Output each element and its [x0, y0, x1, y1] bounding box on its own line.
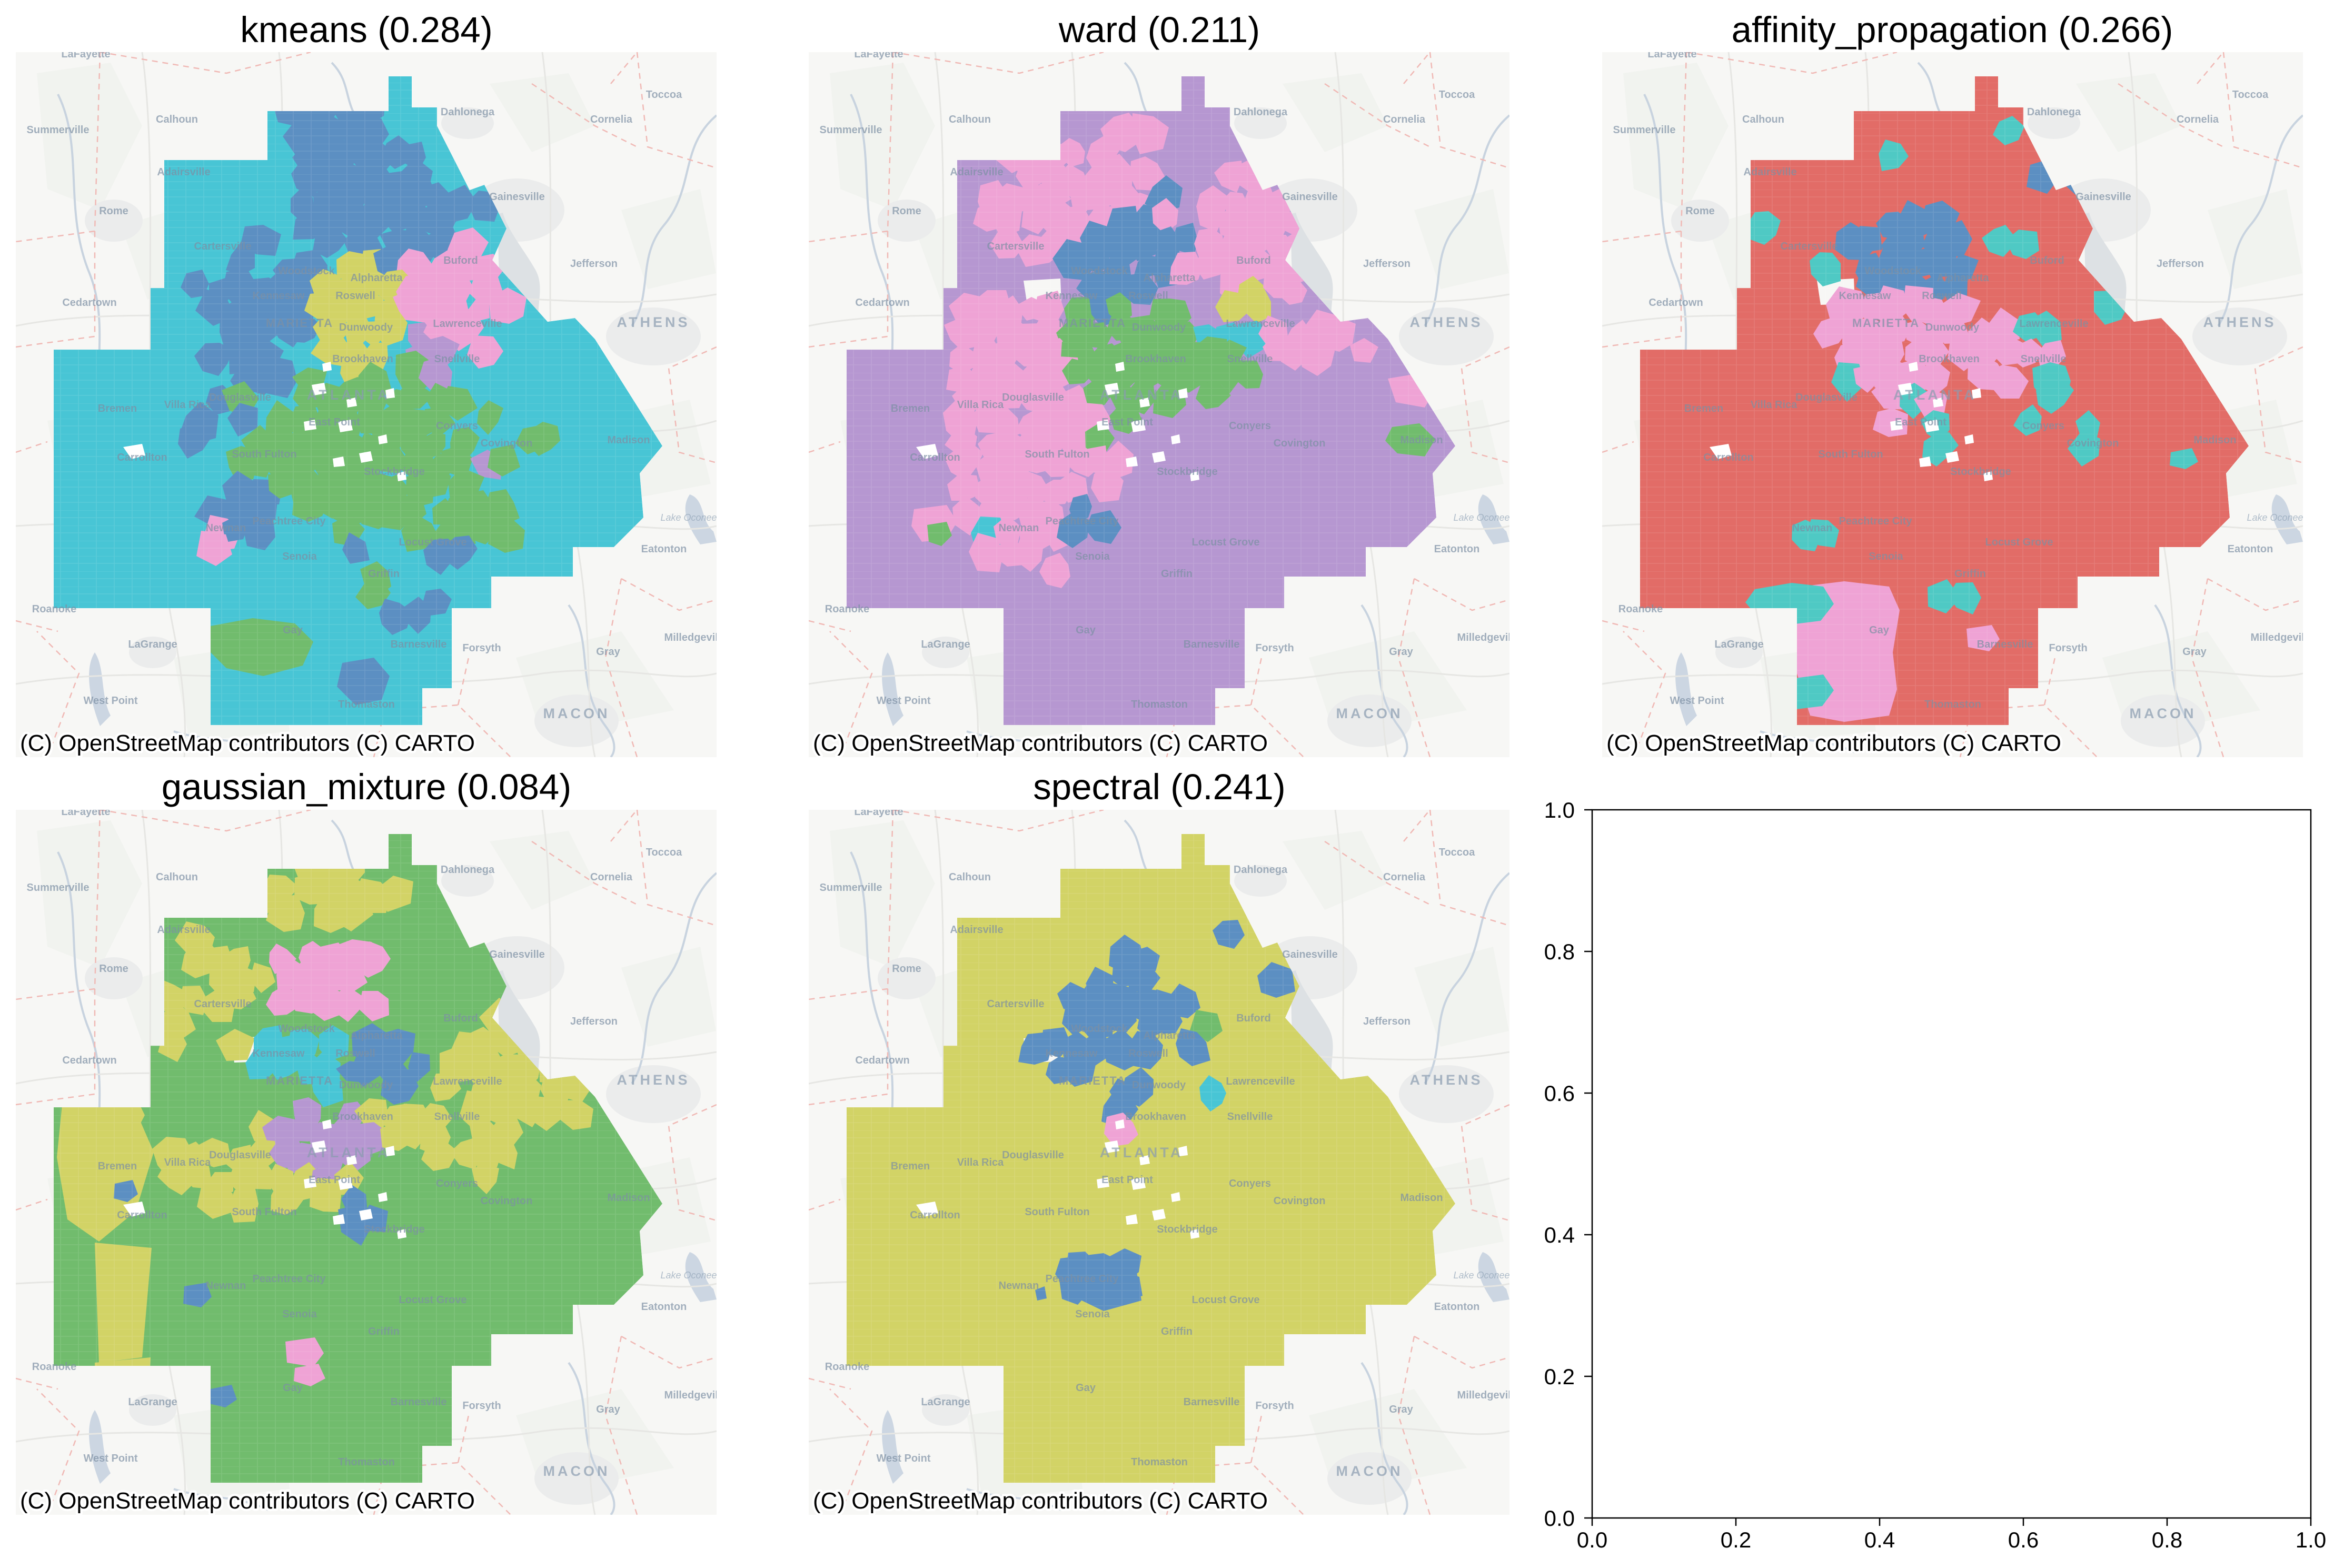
svg-text:0.2: 0.2 [1721, 1527, 1751, 1552]
svg-text:0.2: 0.2 [1544, 1364, 1575, 1389]
svg-text:0.4: 0.4 [1544, 1223, 1575, 1247]
svg-text:(C) OpenStreetMap contributors: (C) OpenStreetMap contributors (C) CARTO [813, 1488, 1268, 1514]
svg-text:(C) OpenStreetMap contributors: (C) OpenStreetMap contributors (C) CARTO [20, 730, 475, 756]
svg-text:0.0: 0.0 [1577, 1527, 1607, 1552]
svg-text:0.0: 0.0 [1544, 1506, 1575, 1531]
svg-text:0.4: 0.4 [1864, 1527, 1895, 1552]
svg-text:(C) OpenStreetMap contributors: (C) OpenStreetMap contributors (C) CARTO [1606, 730, 2061, 756]
svg-text:0.6: 0.6 [2008, 1527, 2039, 1552]
svg-text:0.8: 0.8 [2152, 1527, 2182, 1552]
svg-text:1.0: 1.0 [2296, 1527, 2326, 1552]
svg-text:(C) OpenStreetMap contributors: (C) OpenStreetMap contributors (C) CARTO [20, 1488, 475, 1514]
svg-text:0.8: 0.8 [1544, 939, 1575, 964]
svg-text:1.0: 1.0 [1544, 798, 1575, 822]
svg-text:0.6: 0.6 [1544, 1081, 1575, 1106]
svg-text:(C) OpenStreetMap contributors: (C) OpenStreetMap contributors (C) CARTO [813, 730, 1268, 756]
